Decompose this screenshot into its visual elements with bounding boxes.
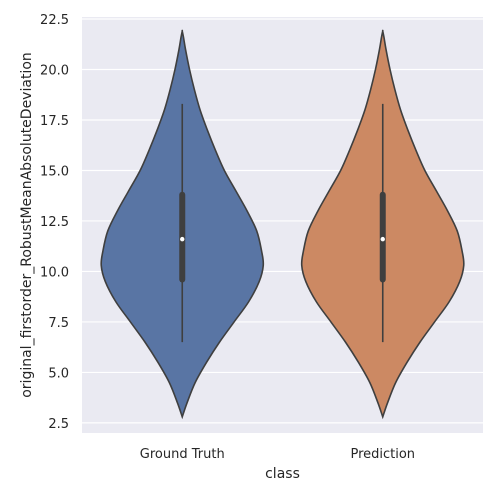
x-tick-labels: Ground Truth Prediction [140,447,415,462]
y-tick-label: 7.5 [48,316,69,331]
x-axis-label: class [265,466,300,482]
y-tick-label: 12.5 [40,215,69,230]
y-tick-label: 10.0 [40,265,69,280]
y-tick-label: 2.5 [48,417,69,432]
y-tick-label: 20.0 [40,64,69,79]
violin-ground-truth [100,29,265,420]
median-point [180,236,185,242]
x-tick-label: Ground Truth [140,447,225,462]
y-tick-labels: 2.5 5.0 7.5 10.0 12.5 15.0 17.5 20.0 22.5 [40,13,69,432]
violins [100,29,465,420]
violin-prediction [300,29,465,420]
y-tick-label: 15.0 [40,164,69,179]
y-axis-label: original_firstorder_RobustMeanAbsoluteDe… [19,52,35,398]
y-tick-label: 22.5 [40,13,69,28]
median-point [380,236,385,242]
y-tick-label: 17.5 [40,114,69,129]
x-tick-label: Prediction [350,447,415,462]
y-tick-label: 5.0 [48,366,69,381]
